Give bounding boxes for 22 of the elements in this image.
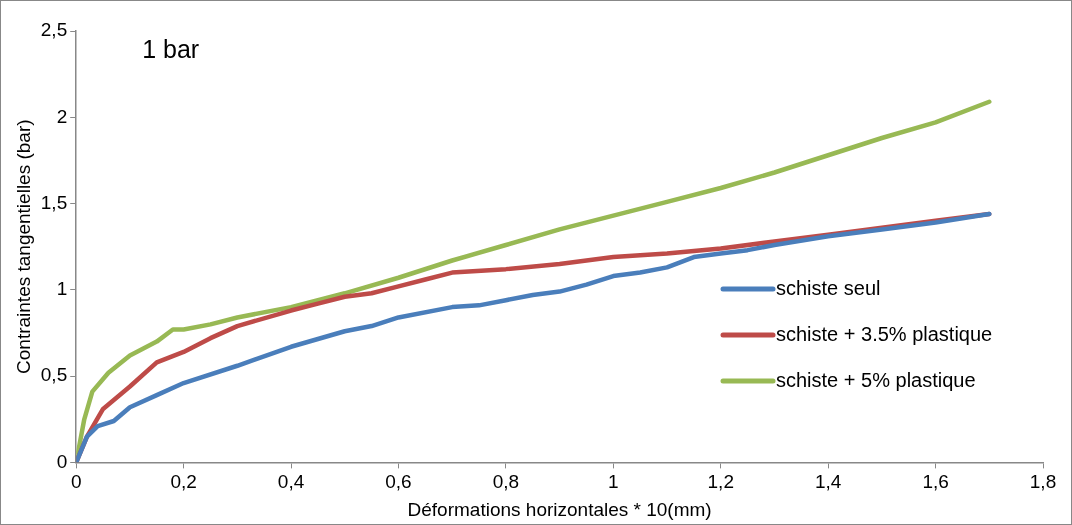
x-tick-label: 1,2 [707, 471, 734, 493]
x-tick-label: 1,4 [814, 471, 842, 493]
x-axis-title: Déformations horizontales * 10(mm) [407, 498, 712, 520]
y-tick-label: 0 [56, 450, 68, 472]
y-tick-label: 1,5 [40, 191, 68, 213]
annotation: 1 bar [142, 35, 200, 64]
y-tick-label: 0,5 [40, 364, 68, 386]
x-tick-label: 0 [70, 471, 82, 493]
x-tick-label: 1 [608, 471, 619, 493]
x-tick-label: 0,6 [385, 471, 412, 493]
x-tick-label: 0,4 [277, 471, 305, 493]
legend-label: schiste + 3.5% plastique [776, 322, 993, 345]
y-axis-title: Contraintes tangentielles (bar) [12, 119, 34, 374]
x-tick-label: 1,6 [922, 471, 949, 493]
y-tick-label: 2 [56, 105, 68, 127]
y-tick-label: 1 [56, 278, 68, 300]
y-tick-label: 2,5 [40, 19, 68, 41]
x-tick-label: 0,2 [170, 471, 197, 493]
legend-label: schiste seul [776, 276, 881, 299]
legend-label: schiste + 5% plastique [776, 368, 976, 391]
x-tick-label: 0,8 [492, 471, 520, 493]
x-tick-label: 1,8 [1029, 471, 1057, 493]
